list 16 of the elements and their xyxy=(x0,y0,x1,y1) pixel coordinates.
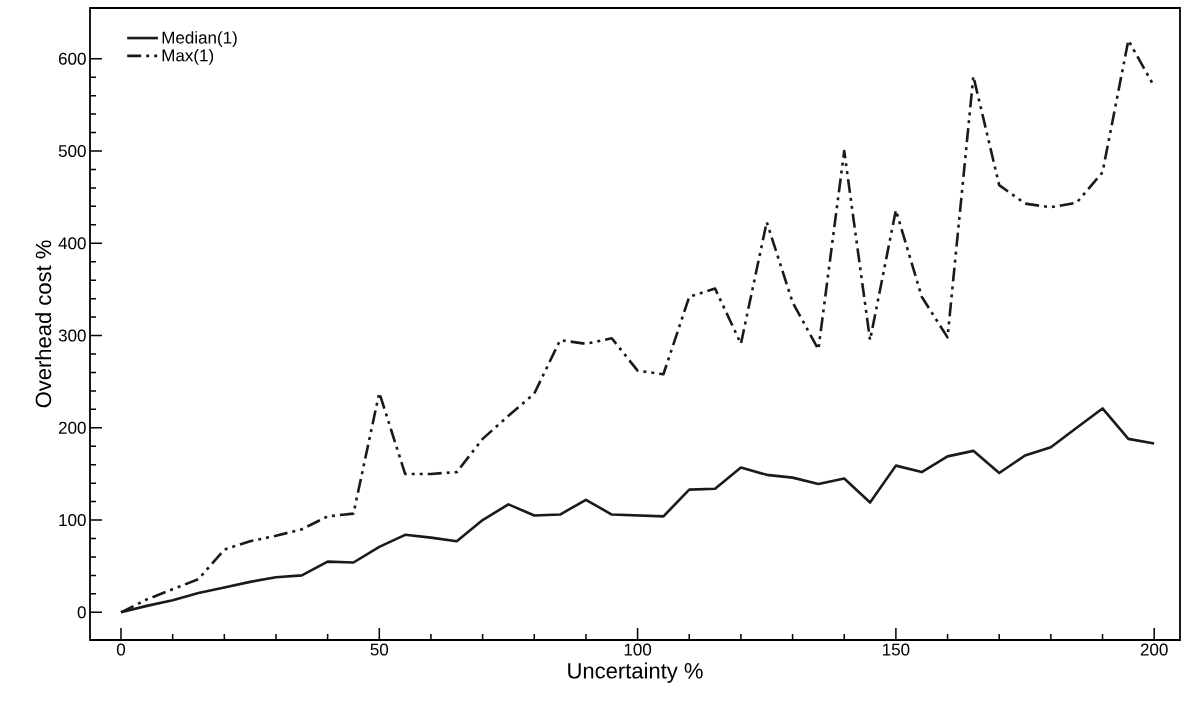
y-tick-label: 500 xyxy=(58,144,86,158)
y-tick-label: 300 xyxy=(58,329,86,342)
x-tick-label: 150 xyxy=(883,643,910,656)
x-tick-label: 200 xyxy=(1140,643,1168,656)
y-axis-title: Overhead cost % xyxy=(35,240,52,408)
y-tick-label: 200 xyxy=(58,421,86,434)
y-tick-label: 100 xyxy=(59,514,86,527)
y-tick-label: 0 xyxy=(77,606,86,619)
x-tick-label: 0 xyxy=(116,643,126,656)
y-tick-label: 600 xyxy=(58,52,86,65)
x-tick-label: 50 xyxy=(370,643,389,656)
x-tick-label: 100 xyxy=(624,643,652,656)
x-axis-title: Uncertainty % xyxy=(568,662,703,683)
y-tick-label: 400 xyxy=(58,237,86,250)
legend-label: Max(1) xyxy=(162,48,214,65)
legend-label: Median(1) xyxy=(162,31,237,47)
